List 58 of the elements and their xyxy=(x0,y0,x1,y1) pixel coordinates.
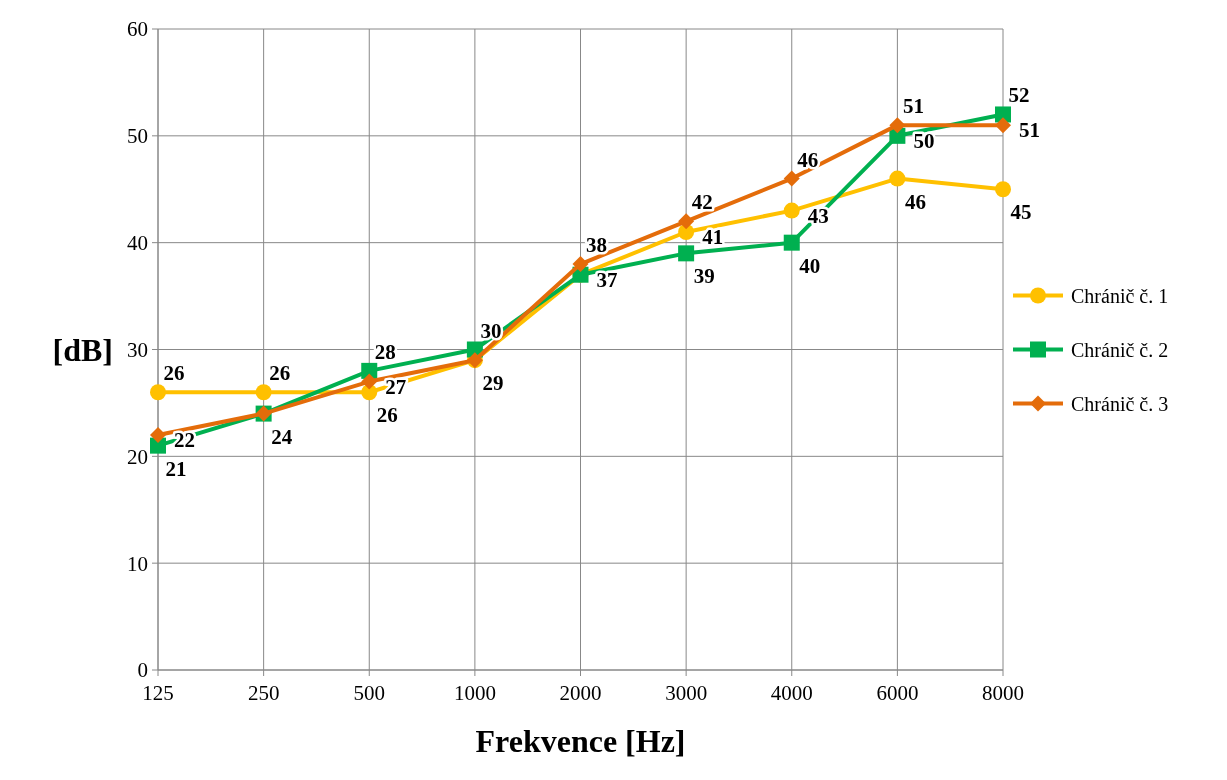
data-label: 29 xyxy=(482,371,504,396)
point xyxy=(150,426,166,443)
point xyxy=(678,245,695,262)
y-tick-label: 10 xyxy=(127,551,148,576)
data-label: 24 xyxy=(271,424,293,449)
x-tick-label: 3000 xyxy=(665,681,708,705)
point xyxy=(150,437,166,454)
data-label: 28 xyxy=(374,339,396,364)
data-label: 45 xyxy=(1010,200,1032,225)
data-label: 51 xyxy=(1019,118,1040,143)
data-label: 41 xyxy=(702,224,724,249)
point xyxy=(150,384,166,401)
y-axis-title: [dB] xyxy=(52,331,113,368)
point xyxy=(572,256,589,273)
data-label: 26 xyxy=(376,403,398,428)
data-label: 42 xyxy=(691,190,713,215)
x-tick-label: 1000 xyxy=(453,681,496,705)
y-tick-label: 40 xyxy=(127,231,148,256)
y-tick-label: 50 xyxy=(127,124,148,149)
data-label: 46 xyxy=(904,189,926,214)
data-label: 51 xyxy=(902,94,924,119)
data-label: 40 xyxy=(799,253,821,278)
point xyxy=(783,202,800,219)
data-label: 52 xyxy=(1008,83,1030,108)
x-tick-label: 6000 xyxy=(876,681,919,705)
point xyxy=(889,117,906,134)
y-tick-label: 0 xyxy=(137,658,148,683)
point xyxy=(995,181,1011,198)
data-label: 46 xyxy=(797,147,819,172)
y-tick-label: 20 xyxy=(127,444,148,469)
y-tick-label: 60 xyxy=(127,17,148,42)
point xyxy=(678,213,695,230)
data-label: 21 xyxy=(165,456,187,481)
data-label: 30 xyxy=(480,318,502,343)
x-tick-label: 2000 xyxy=(559,681,602,705)
legend-label: Chránič č. 2 xyxy=(1071,338,1169,361)
x-tick-label: 125 xyxy=(142,681,174,705)
point xyxy=(255,384,272,401)
data-label: 39 xyxy=(693,264,715,289)
data-label: 26 xyxy=(163,361,185,386)
point xyxy=(889,170,906,187)
point xyxy=(361,373,378,390)
data-label: 38 xyxy=(586,233,607,258)
point xyxy=(783,170,800,187)
point xyxy=(995,117,1011,134)
x-tick-label: 250 xyxy=(247,681,280,705)
data-label: 26 xyxy=(269,361,291,386)
y-tick-label: 30 xyxy=(127,337,148,362)
x-tick-label: 4000 xyxy=(770,681,813,705)
legend-label: Chránič č. 1 xyxy=(1071,284,1169,307)
x-tick-label: 8000 xyxy=(982,681,1024,705)
data-label: 50 xyxy=(913,128,935,153)
legend-label: Chránič č. 3 xyxy=(1071,392,1169,415)
x-axis-title: Frekvence [Hz] xyxy=(475,723,686,759)
point xyxy=(783,234,800,251)
x-tick-label: 500 xyxy=(353,681,385,705)
data-label: 37 xyxy=(596,267,618,292)
point xyxy=(995,106,1011,123)
